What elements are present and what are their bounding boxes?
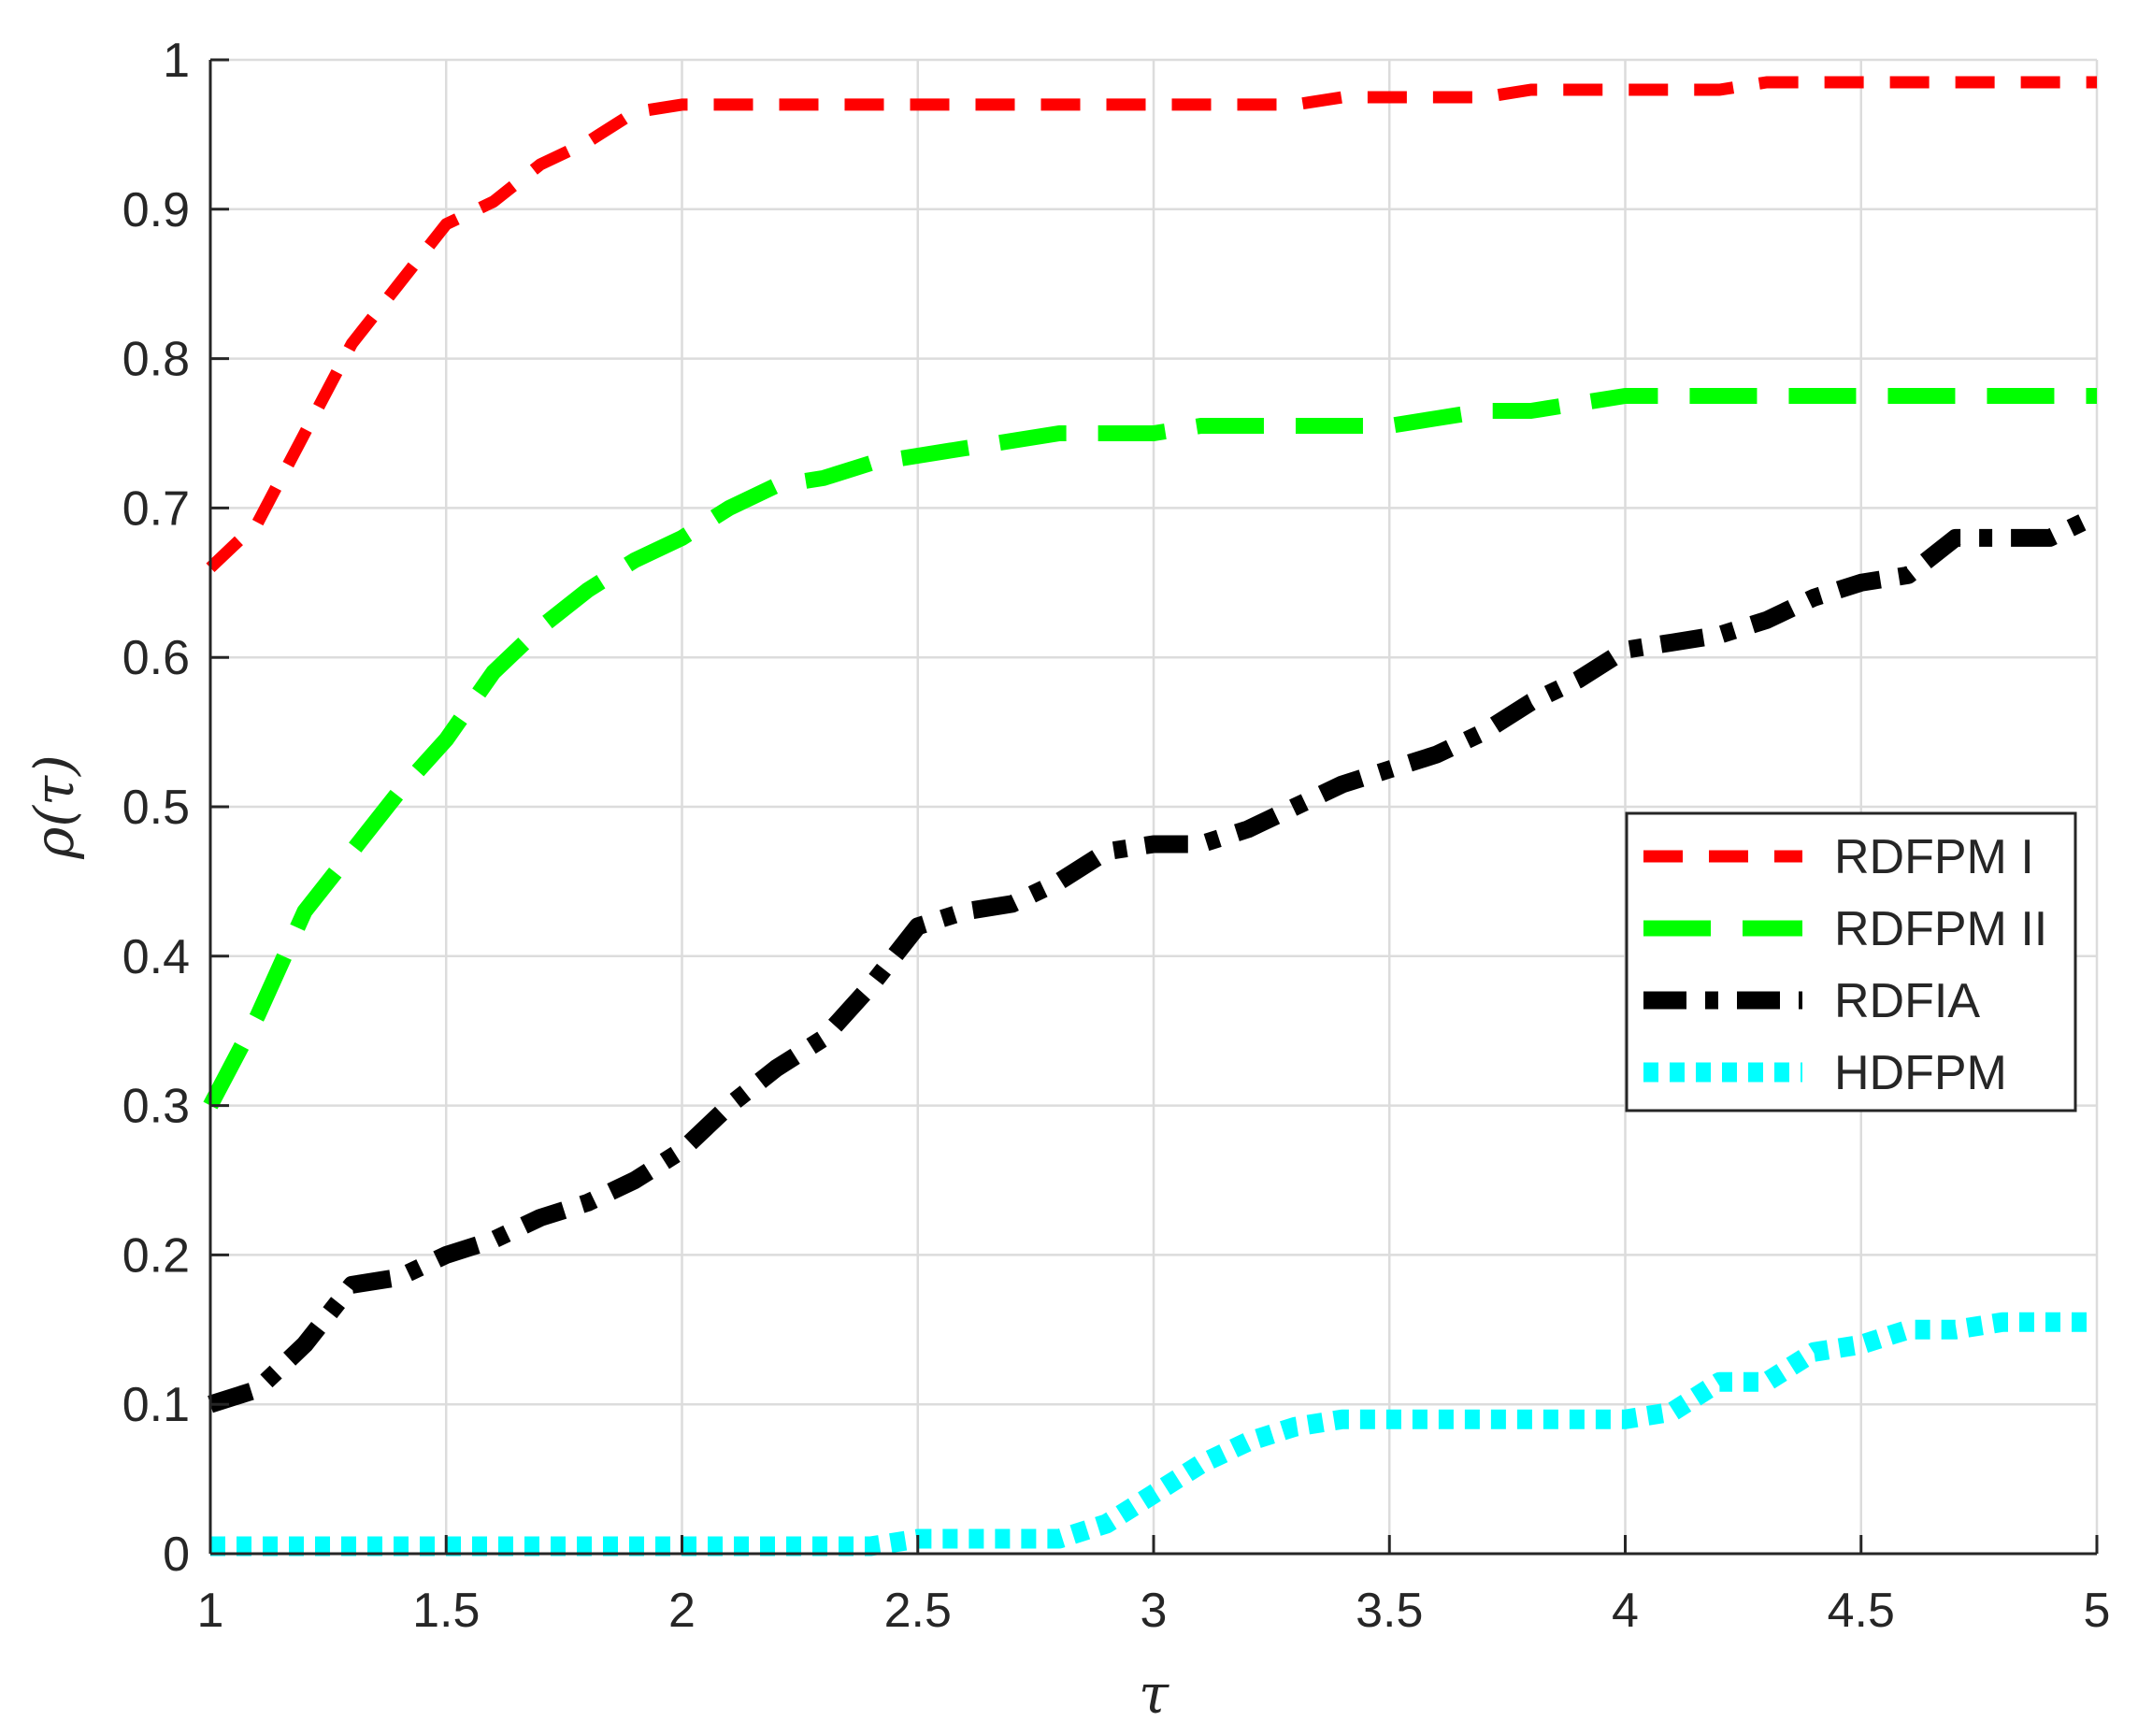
x-tick-label: 4.5 — [1828, 1584, 1895, 1638]
y-tick-label: 0.2 — [122, 1228, 190, 1283]
grid — [208, 58, 2099, 1556]
axes — [208, 58, 2099, 1556]
y-tick-label: 0.3 — [122, 1080, 190, 1134]
legend-label: RDFPM II — [1834, 902, 2047, 956]
y-tick-label: 0.4 — [122, 930, 190, 984]
y-tick-label: 1 — [163, 34, 190, 88]
y-tick-label: 0.9 — [122, 183, 190, 237]
series-lines — [203, 76, 2102, 1557]
y-tick-label: 0.1 — [122, 1378, 190, 1432]
y-tick-label: 0 — [163, 1528, 190, 1582]
series-line-rdfia — [208, 507, 2102, 1413]
legend-label: RDFPM I — [1834, 830, 2034, 884]
legend: RDFPM I RDFPM II RDFIA HDFPM — [1625, 811, 2077, 1112]
y-tick-label: 0.7 — [122, 481, 190, 536]
x-axis-title: τ — [1139, 1662, 1169, 1726]
x-tick-label: 2.5 — [884, 1584, 952, 1638]
series-line-rdfpm-ii — [203, 388, 2097, 1110]
x-tick-label: 3.5 — [1356, 1584, 1423, 1638]
y-axis-title: ρ(τ) — [22, 754, 86, 859]
x-tick-label: 1.5 — [412, 1584, 480, 1638]
x-tick-label: 1 — [197, 1584, 224, 1638]
legend-box — [1625, 811, 2077, 1112]
legend-label: RDFIA — [1834, 974, 1980, 1028]
x-tick-label: 2 — [668, 1584, 696, 1638]
y-tick-labels: 0 0.1 0.2 0.3 0.4 0.5 0.6 0.7 0.8 0.9 1 — [122, 34, 190, 1582]
x-tick-labels: 1 1.5 2 2.5 3 3.5 4 4.5 5 — [197, 1584, 2111, 1638]
y-tick-label: 0.6 — [122, 631, 190, 685]
y-tick-label: 0.5 — [122, 781, 190, 835]
x-tick-label: 3 — [1141, 1584, 1168, 1638]
x-tick-label: 4 — [1612, 1584, 1639, 1638]
legend-label: HDFPM — [1834, 1046, 2007, 1100]
y-tick-label: 0.8 — [122, 333, 190, 387]
series-line-rdfpm-i — [206, 76, 2097, 573]
x-tick-label: 5 — [2084, 1584, 2111, 1638]
series-line-hdfpm — [210, 1312, 2097, 1557]
